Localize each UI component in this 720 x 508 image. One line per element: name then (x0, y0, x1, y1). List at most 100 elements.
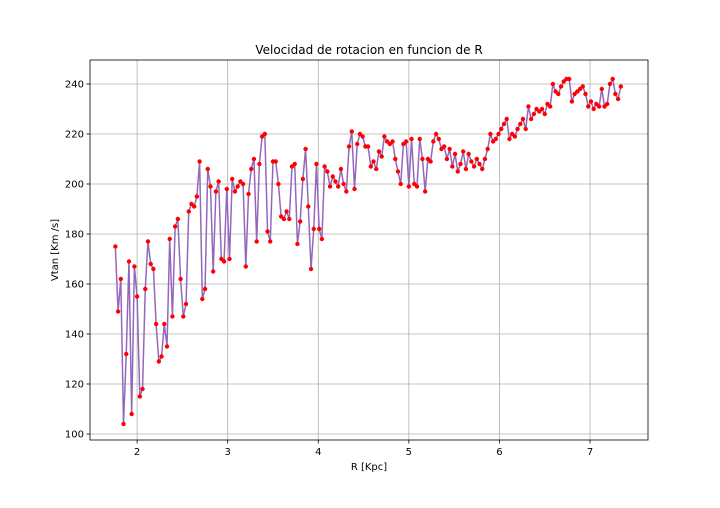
data-point (599, 86, 605, 92)
data-point (341, 181, 346, 187)
plot-frame (89, 59, 649, 441)
y-tick-label: 220 (65, 130, 84, 141)
data-point (322, 164, 327, 169)
data-point (151, 266, 156, 272)
data-point (134, 294, 140, 299)
data-point (300, 176, 306, 182)
data-point (336, 184, 341, 189)
data-point (431, 139, 436, 144)
data-point (164, 344, 170, 349)
data-point (137, 394, 143, 399)
data-point (316, 226, 322, 232)
data-point (542, 111, 547, 117)
data-point (143, 286, 148, 292)
data-point (441, 144, 447, 149)
data-point (140, 386, 145, 392)
data-point (181, 314, 186, 319)
data-point (311, 226, 316, 232)
data-point (409, 136, 414, 142)
data-point (558, 84, 564, 89)
data-point (262, 131, 268, 137)
data-point (170, 314, 175, 319)
data-point (512, 134, 518, 139)
data-point (613, 91, 618, 97)
data-point (284, 209, 289, 214)
data-point (202, 286, 208, 292)
data-point (124, 351, 129, 357)
data-point (349, 129, 354, 134)
data-point (249, 166, 254, 172)
chart-title: Velocidad de rotacion en funcion de R (255, 43, 482, 57)
data-point (390, 139, 395, 144)
data-point (452, 151, 458, 157)
data-point (526, 104, 531, 109)
data-point (531, 111, 537, 117)
data-point (175, 216, 181, 222)
data-point (480, 166, 485, 172)
data-point (379, 154, 384, 159)
data-point (268, 239, 273, 244)
data-point (319, 236, 325, 242)
data-point (265, 229, 270, 234)
data-point (205, 166, 210, 172)
data-point (360, 134, 365, 139)
data-point (420, 156, 425, 162)
data-point (365, 144, 371, 149)
data-point (145, 239, 151, 244)
x-tick-label: 2 (134, 447, 140, 458)
x-tick-label: 7 (587, 447, 593, 458)
data-point (292, 161, 297, 167)
data-point (528, 116, 534, 122)
y-tick-label: 180 (65, 230, 84, 241)
data-point (488, 131, 493, 137)
data-point (395, 169, 401, 174)
data-point (303, 146, 308, 152)
data-point (254, 239, 259, 244)
data-point (550, 81, 556, 87)
data-point (156, 359, 162, 364)
data-point (583, 91, 588, 97)
data-point (210, 269, 216, 274)
data-point (330, 174, 335, 179)
data-point (273, 159, 278, 164)
data-point (403, 139, 409, 144)
data-point (257, 161, 262, 167)
data-point (162, 321, 167, 327)
y-tick-label: 140 (65, 330, 84, 341)
data-point (167, 236, 172, 242)
data-point (382, 134, 387, 139)
data-point (520, 116, 526, 122)
data-point (183, 301, 189, 307)
data-point (113, 244, 118, 249)
data-point (580, 84, 585, 89)
data-point (118, 276, 123, 282)
data-point (314, 161, 319, 167)
data-point (295, 241, 300, 247)
data-point (121, 421, 126, 427)
data-point (115, 309, 121, 314)
data-point (148, 261, 153, 267)
data-point (230, 176, 235, 182)
data-point (556, 91, 561, 97)
data-point (346, 144, 352, 149)
data-point (197, 159, 202, 164)
data-point (501, 121, 507, 127)
data-point (417, 136, 422, 142)
data-point (374, 166, 379, 172)
data-point (178, 276, 183, 282)
data-point (482, 156, 488, 162)
data-point (493, 136, 499, 142)
data-point (224, 186, 229, 192)
data-point (433, 131, 439, 137)
data-point (436, 136, 441, 142)
y-tick-label: 240 (65, 80, 84, 91)
data-point (376, 149, 382, 154)
y-axis-label: Vtan [Km /s] (50, 219, 61, 281)
data-point (504, 116, 509, 122)
data-point (444, 156, 450, 162)
data-point (213, 189, 219, 194)
data-point (129, 411, 134, 417)
data-point (352, 186, 357, 192)
